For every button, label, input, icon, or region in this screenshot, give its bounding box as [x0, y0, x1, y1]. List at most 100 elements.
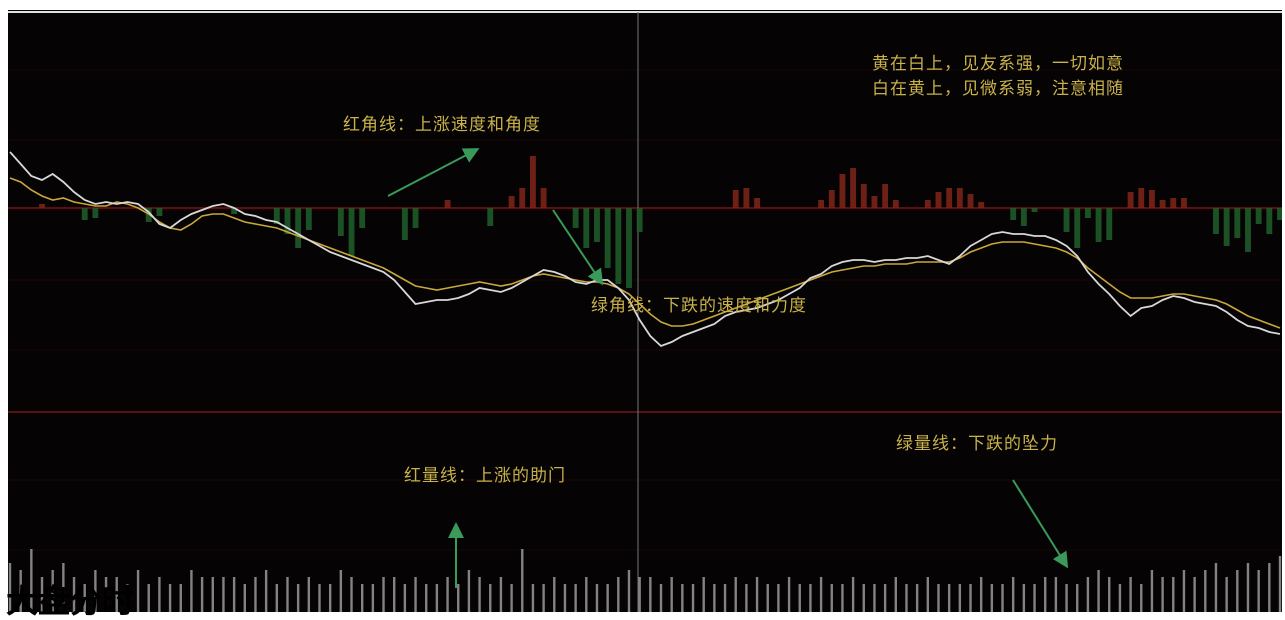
green-angle-bar [92, 208, 99, 218]
volume-bar [894, 577, 897, 612]
volume-bar [1129, 577, 1132, 612]
volume-bar [723, 584, 727, 612]
volume-bar [638, 577, 641, 612]
volume-bar [360, 584, 364, 612]
red-angle-bar [519, 188, 526, 208]
volume-bar [264, 570, 268, 612]
volume-bar [328, 584, 332, 612]
green-angle-bar [487, 208, 494, 226]
red-angle-bar [978, 202, 985, 208]
intraday-chart: 黄在白上，见友系强，一切如意 白在黄上，见微系弱，注意相随 红角线：上涨速度和角… [8, 10, 1282, 612]
volume-bar [926, 577, 930, 612]
red-angle-bar [444, 200, 451, 208]
red-angle-bar [967, 194, 974, 208]
volume-bar [734, 577, 737, 612]
volume-bar [499, 577, 503, 612]
volume-bar [1161, 577, 1164, 612]
red-angle-bar [1181, 198, 1187, 208]
volume-bar [1236, 570, 1239, 612]
red-angle-bar [956, 188, 963, 208]
volume-bar [606, 584, 609, 612]
red-angle-bar [1138, 188, 1145, 208]
volume-bar [62, 563, 65, 612]
green-angle-bar [348, 208, 355, 256]
green-angle-bar [1234, 208, 1241, 238]
volume-bar [681, 584, 684, 612]
volume-bar [851, 577, 855, 612]
volume-bar [1214, 563, 1218, 612]
red-angle-bar [1127, 192, 1134, 208]
green-angle-bar [615, 208, 622, 284]
volume-bar [1268, 563, 1271, 612]
green-angle-bar [273, 208, 280, 224]
volume-bar [873, 584, 876, 612]
volume-bar [841, 584, 844, 612]
volume-bar [798, 584, 801, 612]
volume-bar [713, 584, 716, 612]
green-angle-label: 绿角线：下跌的速度和力度 [591, 296, 807, 316]
green-angle-bar [1255, 208, 1262, 224]
volume-bar [553, 577, 556, 612]
green-angle-bar [401, 208, 408, 240]
volume-bar [1033, 584, 1036, 612]
volume-bar [136, 570, 140, 612]
green-angle-bar [156, 208, 163, 216]
volume-bar [115, 577, 118, 612]
volume-bar [1086, 577, 1090, 612]
yellow-white-note-line1: 黄在白上，见友系强，一切如意 [872, 54, 1124, 74]
volume-bar [745, 584, 748, 612]
volume-bar [446, 577, 449, 612]
volume-bar [1097, 570, 1100, 612]
volume-bar [563, 584, 567, 612]
green-angle-bar [1106, 208, 1113, 240]
volume-bar [958, 584, 962, 612]
red-angle-label: 红角线：上涨速度和角度 [343, 115, 541, 135]
red-angle-bar [530, 156, 536, 208]
volume-bar [457, 584, 460, 612]
red-angle-bar [39, 204, 45, 208]
volume-bar [574, 584, 577, 612]
volume-bar [296, 584, 300, 612]
volume-bar [809, 584, 812, 612]
green-angle-bar [594, 208, 600, 242]
green-volume-label: 绿量线：下跌的坠力 [896, 434, 1058, 454]
green-angle-bar [583, 208, 590, 248]
volume-bar [318, 584, 321, 612]
white-price-line [9, 151, 1281, 348]
volume-bar [350, 577, 353, 612]
volume-bar [1065, 584, 1068, 612]
volume-bar [862, 584, 865, 612]
volume-bar [1054, 577, 1058, 612]
volume-bar [425, 584, 428, 612]
volume-bar [883, 584, 887, 612]
volume-bar [830, 584, 833, 612]
volume-bar [1182, 570, 1186, 612]
red-angle-bar [1148, 190, 1155, 208]
green-angle-bar [231, 208, 238, 214]
volume-bar [531, 584, 535, 612]
volume-bar [30, 549, 33, 612]
green-angle-bar [412, 208, 419, 228]
green-angle-bar [1084, 208, 1091, 218]
volume-bar [222, 577, 225, 612]
green-angle-bar [1010, 208, 1017, 220]
volume-bar [1225, 577, 1228, 612]
green-angle-bar [295, 208, 302, 248]
volume-bar [1001, 584, 1004, 612]
volume-bar [595, 584, 599, 612]
green-angle-bar [1063, 208, 1070, 232]
volume-bar [617, 577, 620, 612]
yellow-white-note-line2: 白在黄上，见微系弱，注意相随 [872, 78, 1124, 99]
green-angle-bar [81, 208, 88, 220]
red-angle-bar [839, 174, 846, 208]
volume-bar [104, 577, 108, 612]
volume-bar [1076, 584, 1079, 612]
chart-caption: 大盘分时 [6, 582, 135, 620]
volume-bar [521, 549, 524, 612]
green-angle-bar [636, 208, 643, 232]
volume-bar [179, 584, 182, 612]
volume-bar [1257, 570, 1260, 612]
volume-bar [755, 577, 759, 612]
volume-bar [489, 584, 492, 612]
volume-bar [585, 577, 588, 612]
